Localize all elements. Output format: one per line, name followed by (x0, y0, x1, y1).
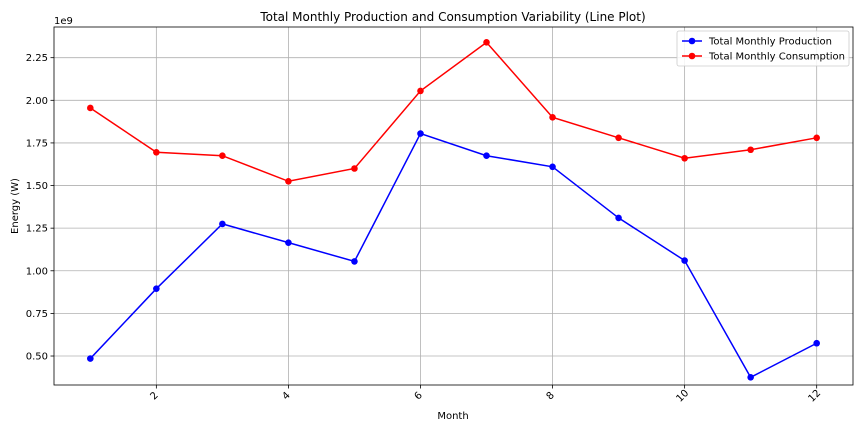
legend-entry-label: Total Monthly Production (708, 37, 832, 48)
data-point-series-1 (813, 339, 820, 347)
data-point-series-2 (219, 152, 226, 160)
data-point-series-1 (549, 163, 556, 171)
series-layer (87, 39, 820, 381)
data-point-series-2 (813, 134, 820, 142)
data-point-series-1 (285, 239, 292, 246)
data-point-series-1 (483, 152, 490, 160)
y-tick-label: 0.50 (26, 352, 48, 363)
data-point-series-1 (153, 285, 160, 292)
y-tick-label: 1.25 (26, 224, 48, 235)
series-line-2 (89, 41, 817, 183)
legend-entry-label: Total Monthly Consumption (708, 52, 845, 63)
x-tick-label: 2 (148, 390, 160, 402)
legend-swatch-marker (688, 52, 696, 60)
data-point-series-1 (417, 130, 424, 137)
y-tick-label: 1.00 (26, 266, 48, 277)
x-tick-label: 10 (674, 388, 691, 405)
plot-frame (53, 26, 854, 386)
y-tick-label: 0.75 (26, 309, 48, 320)
data-point-series-2 (351, 165, 358, 172)
series-line-1 (89, 132, 818, 379)
data-point-series-2 (615, 134, 622, 142)
data-point-series-2 (153, 149, 160, 156)
legend: Total Monthly Production Total Monthly Co… (676, 30, 850, 67)
data-point-series-2 (87, 104, 94, 112)
data-point-series-2 (417, 87, 424, 95)
grid (54, 27, 853, 385)
y-axis-title: Energy (W) (10, 178, 21, 234)
chart-title: Total Monthly Production and Consumption… (259, 10, 645, 24)
data-point-series-2 (483, 39, 490, 46)
data-point-series-2 (549, 114, 556, 121)
legend-swatch-marker (688, 37, 696, 45)
y-tick-label: 1.75 (26, 138, 48, 149)
y-tick-label: 2.25 (26, 53, 48, 64)
y-axis-ticks: 0.50 0.75 1.00 1.25 1.50 1.75 2.00 2.25 (26, 53, 54, 363)
data-point-series-1 (747, 374, 754, 381)
data-point-series-1 (681, 257, 688, 264)
data-point-series-1 (351, 258, 358, 265)
x-tick-label: 8 (545, 390, 557, 402)
data-point-series-1 (615, 214, 622, 222)
y-tick-label: 2.00 (26, 96, 48, 107)
x-axis-title: Month (437, 411, 468, 422)
x-tick-label: 4 (281, 390, 293, 402)
y-offset-label: 1e9 (54, 16, 73, 27)
y-tick-label: 1.50 (26, 181, 48, 192)
data-point-series-2 (285, 177, 292, 185)
data-point-series-2 (681, 154, 688, 162)
data-point-series-1 (219, 220, 226, 228)
x-axis-ticks: 2 4 6 8 10 12 (148, 385, 823, 405)
data-point-series-1 (87, 355, 94, 362)
legend-box (676, 30, 850, 67)
data-point-series-2 (747, 146, 754, 154)
x-tick-label: 6 (413, 390, 425, 402)
x-tick-label: 12 (807, 388, 824, 405)
